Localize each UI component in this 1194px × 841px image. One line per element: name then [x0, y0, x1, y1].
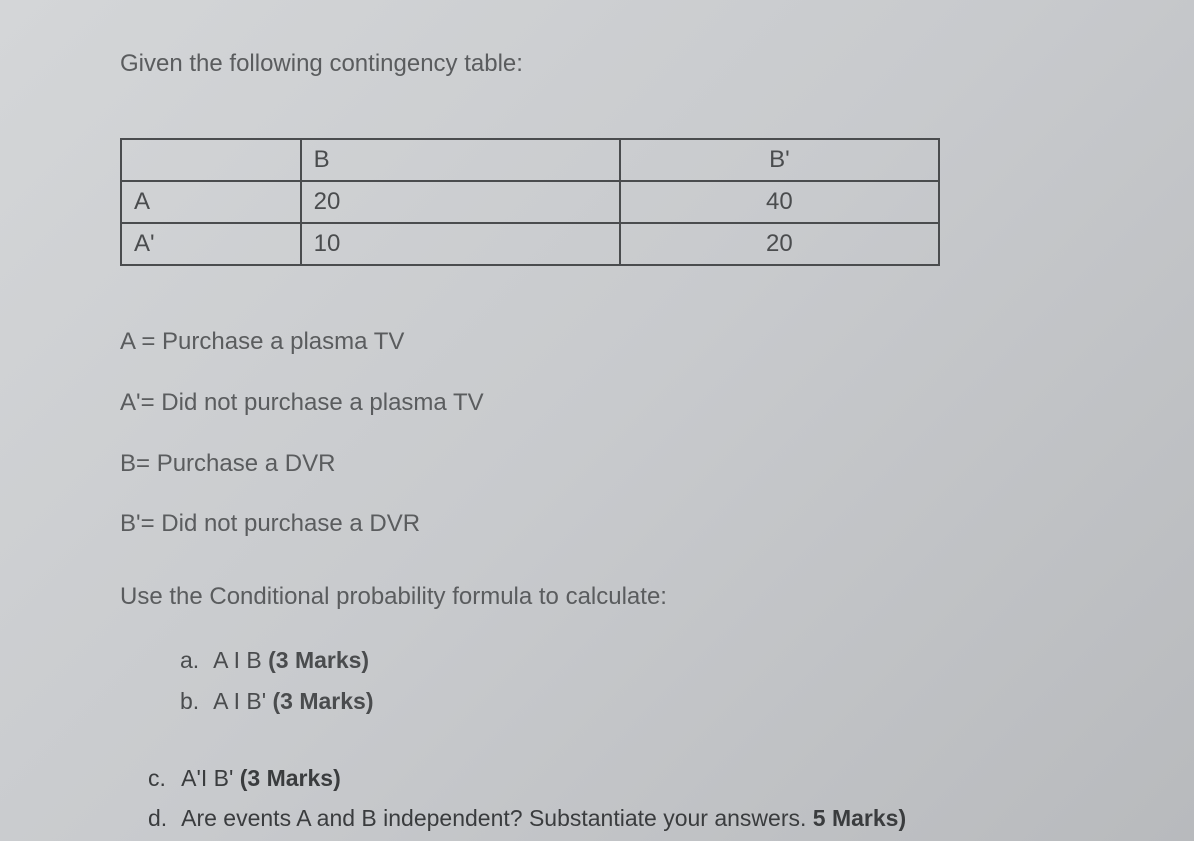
row-label-aprime: A': [121, 223, 301, 265]
question-marks: (3 Marks): [273, 688, 374, 714]
question-text: Are events A and B independent? Substant…: [181, 805, 813, 831]
cell-a-bprime: 40: [620, 181, 939, 223]
question-letter: a.: [180, 642, 208, 679]
def-a: A = Purchase a plasma TV: [120, 316, 1074, 369]
header-cell-b: B: [301, 139, 620, 181]
question-b: b. A I B' (3 Marks): [180, 683, 1074, 720]
question-d: d. Are events A and B independent? Subst…: [148, 800, 1074, 837]
definitions-block: A = Purchase a plasma TV A'= Did not pur…: [120, 316, 1074, 624]
header-cell-empty: [121, 139, 301, 181]
questions-top: a. A I B (3 Marks) b. A I B' (3 Marks): [180, 642, 1074, 720]
questions-bottom: c. A'I B' (3 Marks) d. Are events A and …: [148, 760, 1074, 838]
table-header-row: B B': [121, 139, 939, 181]
instruction-text: Use the Conditional probability formula …: [120, 571, 1074, 624]
question-letter: b.: [180, 683, 208, 720]
cell-aprime-bprime: 20: [620, 223, 939, 265]
question-letter: d.: [148, 800, 176, 837]
def-bprime: B'= Did not purchase a DVR: [120, 498, 1074, 551]
question-marks: 5 Marks): [813, 805, 906, 831]
cell-aprime-b: 10: [301, 223, 620, 265]
question-c: c. A'I B' (3 Marks): [148, 760, 1074, 797]
question-text: A I B': [213, 688, 272, 714]
row-label-a: A: [121, 181, 301, 223]
question-letter: c.: [148, 760, 176, 797]
question-text: A I B: [213, 647, 268, 673]
cell-a-b: 20: [301, 181, 620, 223]
header-cell-bprime: B': [620, 139, 939, 181]
def-aprime: A'= Did not purchase a plasma TV: [120, 377, 1074, 430]
def-b: B= Purchase a DVR: [120, 438, 1074, 491]
table-row: A' 10 20: [121, 223, 939, 265]
table-row: A 20 40: [121, 181, 939, 223]
intro-text: Given the following contingency table:: [120, 50, 1074, 78]
question-text: A'I B': [181, 765, 240, 791]
question-marks: (3 Marks): [268, 647, 369, 673]
question-a: a. A I B (3 Marks): [180, 642, 1074, 679]
contingency-table: B B' A 20 40 A' 10 20: [120, 138, 940, 266]
question-marks: (3 Marks): [240, 765, 341, 791]
